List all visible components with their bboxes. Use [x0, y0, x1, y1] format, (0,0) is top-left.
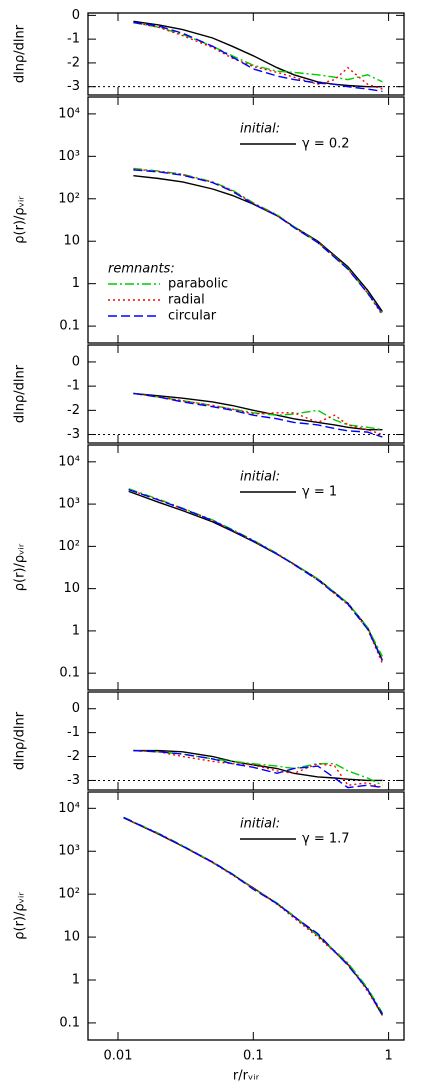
series-line	[128, 488, 384, 657]
y-tick-label: 0	[72, 354, 80, 369]
y-tick-label: 0	[72, 701, 80, 716]
series-line	[133, 167, 383, 314]
plot-frame	[87, 96, 405, 344]
y-tick-label: 10⁴	[58, 801, 80, 816]
x-tick-label: 1	[384, 1049, 392, 1064]
series-line	[123, 816, 384, 1015]
y-tick-label: 0	[72, 8, 80, 23]
series-line	[133, 749, 383, 789]
y-tick-label: -2	[67, 55, 80, 70]
y-tick-label: 10⁴	[58, 454, 80, 469]
series-line	[133, 175, 383, 312]
y-tick-label: -3	[67, 773, 80, 788]
plot-frame	[87, 344, 405, 444]
y-axis-label: ρ(r)/ρᵥᵢᵣ	[13, 543, 28, 591]
y-tick-label: 10²	[58, 887, 80, 902]
y-tick-label: 0.1	[59, 319, 80, 334]
y-tick-label: 1	[72, 973, 80, 988]
y-tick-label: -2	[67, 749, 80, 764]
plot-frame	[87, 12, 405, 96]
y-tick-label: 10³	[58, 149, 80, 164]
y-tick-label: 10	[63, 930, 80, 945]
y-axis-label: ρ(r)/ρᵥᵢᵣ	[13, 196, 28, 244]
series-line	[133, 21, 383, 90]
series-line	[133, 749, 383, 786]
y-tick-label: -1	[67, 725, 80, 740]
series-line	[133, 21, 383, 93]
y-tick-label: -2	[67, 403, 80, 418]
y-tick-label: 1	[72, 276, 80, 291]
series-line	[133, 392, 383, 436]
plot-frame	[87, 791, 405, 1041]
series-line	[128, 488, 384, 661]
x-tick-label: 0.1	[243, 1049, 264, 1064]
y-tick-label: -1	[67, 379, 80, 394]
y-tick-label: 0.1	[59, 1015, 80, 1030]
legend-label: circular	[168, 309, 217, 324]
y-tick-label: -3	[67, 79, 80, 94]
y-tick-label: 10⁴	[58, 106, 80, 121]
x-tick-label: 0.01	[104, 1049, 133, 1064]
y-axis-label: ρ(r)/ρᵥᵢᵣ	[13, 892, 28, 940]
y-tick-label: 10³	[58, 497, 80, 512]
y-tick-label: 0.1	[59, 666, 80, 681]
y-tick-label: -1	[67, 32, 80, 47]
series-line	[128, 488, 384, 664]
x-axis-label: r/rᵥᵢᵣ	[233, 1069, 260, 1084]
y-axis-label: dlnρ/dlnr	[13, 711, 28, 770]
series-line	[133, 392, 383, 431]
legend-label: γ = 0.2	[302, 137, 350, 152]
series-line	[128, 490, 384, 661]
legend-label: γ = 1.7	[302, 832, 350, 847]
series-line	[123, 816, 384, 1014]
series-line	[123, 817, 383, 1016]
y-tick-label: 10³	[58, 844, 80, 859]
annotation: initial:	[240, 470, 280, 485]
series-line	[133, 169, 383, 314]
annotation: initial:	[240, 817, 280, 832]
y-tick-label: 10²	[58, 539, 80, 554]
legend-label: γ = 1	[302, 485, 337, 500]
series-line	[133, 749, 383, 789]
y-axis-label: dlnρ/dlnr	[13, 24, 28, 83]
legend-label: radial	[168, 293, 205, 308]
y-tick-label: -3	[67, 427, 80, 442]
y-tick-label: 1	[72, 623, 80, 638]
y-tick-label: 10	[63, 581, 80, 596]
y-axis-label: dlnρ/dlnr	[13, 364, 28, 423]
series-line	[133, 20, 383, 88]
plot-frame	[87, 691, 405, 791]
legend-label: parabolic	[168, 277, 228, 292]
legend-title: remnants:	[108, 262, 175, 277]
plot-frame	[87, 444, 405, 691]
series-line	[123, 817, 384, 1016]
series-line	[133, 21, 383, 83]
series-line	[133, 749, 383, 782]
series-line	[133, 392, 383, 438]
y-tick-label: 10	[63, 234, 80, 249]
annotation: initial:	[240, 122, 280, 137]
y-tick-label: 10²	[58, 191, 80, 206]
